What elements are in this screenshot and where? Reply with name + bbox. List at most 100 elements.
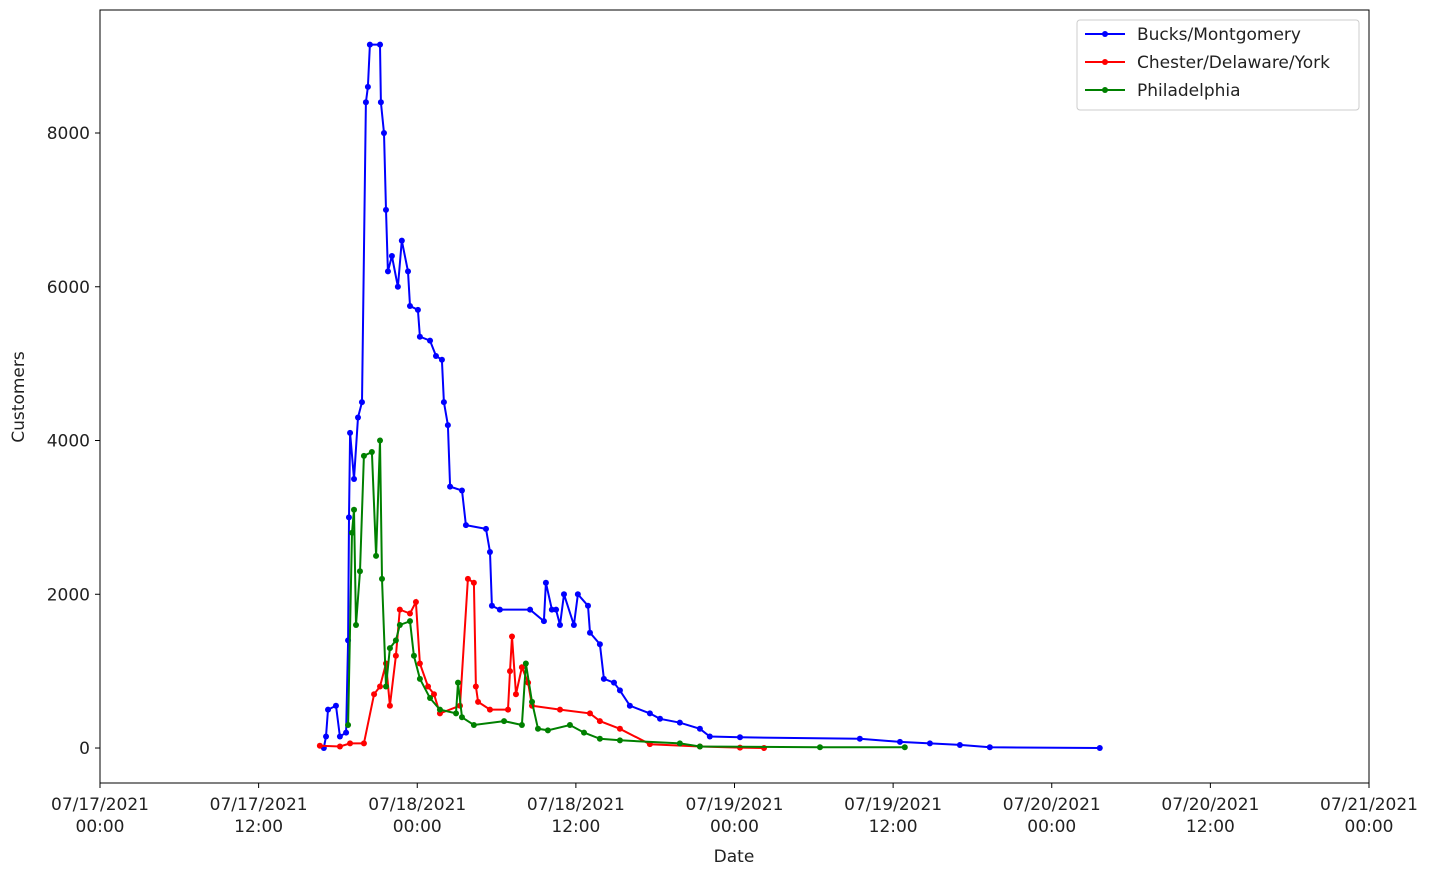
data-point (570, 622, 577, 629)
data-point (486, 706, 493, 713)
legend-label: Bucks/Montgomery (1137, 25, 1301, 45)
data-point (351, 475, 358, 482)
data-point (345, 514, 352, 521)
data-point (353, 622, 360, 629)
x-tick-label: 07/20/2021 00:00 (1003, 795, 1101, 837)
x-tick-label-line: 12:00 (869, 817, 918, 837)
data-point (553, 606, 560, 613)
data-point (382, 206, 389, 213)
data-point (436, 706, 443, 713)
x-tick-label-line: 07/19/2021 (686, 795, 784, 815)
data-point (956, 741, 963, 748)
data-point (416, 675, 423, 682)
data-point (544, 727, 551, 734)
x-tick-label-line: 12:00 (234, 817, 283, 837)
data-point (447, 483, 454, 490)
x-tick-label-line: 00:00 (710, 817, 759, 837)
data-point (505, 706, 512, 713)
data-point (470, 721, 477, 728)
data-point (388, 253, 395, 260)
data-point (534, 725, 541, 732)
data-point (444, 422, 451, 429)
data-point (926, 740, 933, 747)
x-tick-label-line: 07/20/2021 (1003, 795, 1101, 815)
data-point (566, 721, 573, 728)
data-point (1096, 745, 1103, 752)
data-point (416, 333, 423, 340)
data-point (512, 691, 519, 698)
data-point (901, 744, 908, 751)
data-point (458, 487, 465, 494)
data-point (616, 725, 623, 732)
data-point (496, 606, 503, 613)
data-point (472, 683, 479, 690)
data-point (586, 710, 593, 717)
x-tick-label-line: 07/18/2021 (527, 795, 625, 815)
data-point (856, 735, 863, 742)
data-point (377, 41, 384, 48)
x-tick-label: 07/21/2021 00:00 (1320, 795, 1418, 837)
x-axis-label: Date (714, 847, 755, 867)
data-point (430, 691, 437, 698)
data-point (696, 743, 703, 750)
data-point (518, 664, 525, 671)
series-line (322, 43, 1100, 749)
data-point (406, 610, 413, 617)
data-point (501, 718, 508, 725)
x-tick-label-line: 00:00 (393, 817, 442, 837)
y-tick-label: 6000 (47, 278, 90, 298)
data-point (646, 710, 653, 717)
data-point (404, 268, 411, 275)
data-point (455, 679, 462, 686)
data-point (360, 740, 367, 747)
data-point (462, 522, 469, 529)
data-point (626, 702, 633, 709)
data-point (560, 591, 567, 598)
data-point (377, 99, 384, 106)
data-point (581, 729, 588, 736)
x-tick-label: 07/19/2021 00:00 (686, 795, 784, 837)
data-point (482, 525, 489, 532)
plot-frame (99, 9, 1370, 784)
data-point (453, 710, 460, 717)
data-point (896, 738, 903, 745)
data-point (596, 735, 603, 742)
data-point (354, 414, 361, 421)
data-point (529, 698, 536, 705)
data-point (406, 618, 413, 625)
data-point (475, 698, 482, 705)
y-tick-label: 8000 (47, 124, 90, 144)
x-tick-label-line: 07/19/2021 (844, 795, 942, 815)
x-tick-label-line: 00:00 (76, 817, 125, 837)
data-point (386, 645, 393, 652)
data-point (542, 579, 549, 586)
legend-marker (1102, 31, 1108, 37)
data-point (440, 399, 447, 406)
data-point (349, 529, 356, 536)
data-point (696, 725, 703, 732)
x-tick-label: 07/17/2021 12:00 (210, 795, 308, 837)
y-tick-label: 4000 (47, 432, 90, 452)
data-point (336, 743, 343, 750)
data-point (737, 734, 744, 741)
data-point (676, 719, 683, 726)
data-point (410, 652, 417, 659)
data-point (316, 742, 323, 749)
data-point (557, 706, 564, 713)
data-point (336, 733, 343, 740)
data-point (398, 237, 405, 244)
data-point (427, 337, 434, 344)
data-point (486, 548, 493, 555)
data-point (343, 729, 350, 736)
data-point (458, 714, 465, 721)
legend-box (1076, 19, 1360, 111)
data-point (384, 268, 391, 275)
data-point (676, 740, 683, 747)
x-tick-label-line: 00:00 (1027, 817, 1076, 837)
data-point (368, 449, 375, 456)
data-point (427, 695, 434, 702)
x-tick-label: 07/20/2021 12:00 (1161, 795, 1259, 837)
data-point (488, 602, 495, 609)
data-point (706, 733, 713, 740)
